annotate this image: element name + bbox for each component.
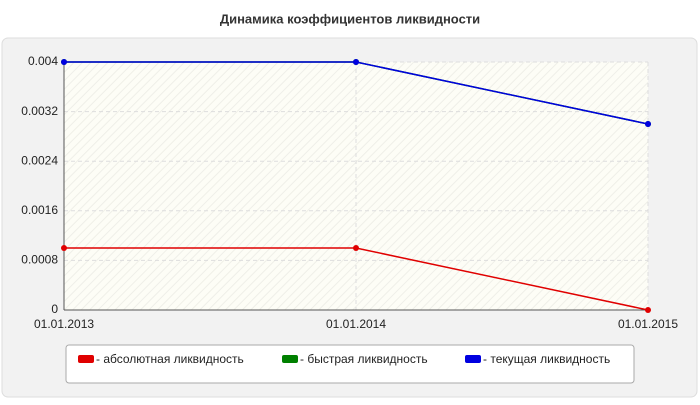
legend-label: - абсолютная ликвидность <box>96 352 244 366</box>
data-point <box>353 245 359 251</box>
y-tick-label: 0.0024 <box>21 153 58 167</box>
x-tick-label: 01.01.2013 <box>34 317 94 331</box>
legend-swatch <box>465 355 481 363</box>
y-tick-label: 0 <box>51 302 58 316</box>
legend <box>65 344 635 384</box>
chart-title: Динамика коэффициентов ликвидности <box>220 11 480 26</box>
legend-label: - текущая ликвидность <box>483 352 610 366</box>
data-point <box>61 245 67 251</box>
data-point <box>61 59 67 65</box>
legend-label: - быстрая ликвидность <box>300 352 428 366</box>
legend-swatch <box>282 355 298 363</box>
data-point <box>645 121 651 127</box>
y-tick-label: 0.0008 <box>21 253 58 267</box>
data-point <box>353 59 359 65</box>
x-tick-label: 01.01.2014 <box>326 317 386 331</box>
data-point <box>645 307 651 313</box>
y-tick-label: 0.0032 <box>21 104 58 118</box>
legend-swatch <box>78 355 94 363</box>
y-tick-label: 0.004 <box>28 54 58 68</box>
x-tick-label: 01.01.2015 <box>618 317 678 331</box>
y-tick-label: 0.0016 <box>21 203 58 217</box>
